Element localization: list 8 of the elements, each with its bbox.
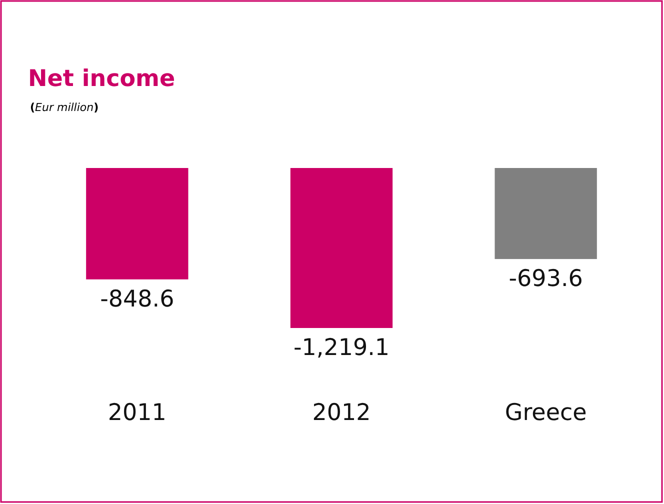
data-label: -848.6 — [100, 286, 174, 312]
data-label: -1,219.1 — [293, 335, 390, 361]
chart-title: Net income — [28, 66, 176, 92]
x-tick-label: 2012 — [312, 400, 371, 426]
x-tick-label: Greece — [504, 400, 587, 426]
x-tick-label: 2011 — [108, 400, 166, 426]
data-label: -693.6 — [508, 266, 583, 292]
chart-subtitle: (Eur million) — [30, 101, 99, 114]
